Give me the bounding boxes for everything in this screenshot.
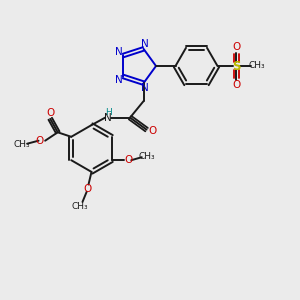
Text: CH₃: CH₃ <box>139 152 155 161</box>
Text: O: O <box>125 154 133 165</box>
Text: O: O <box>148 126 157 136</box>
Text: O: O <box>232 80 241 90</box>
Text: S: S <box>232 59 241 73</box>
Text: H: H <box>105 108 112 117</box>
Text: N: N <box>116 75 123 85</box>
Text: CH₃: CH₃ <box>248 61 265 70</box>
Text: N: N <box>141 83 149 93</box>
Text: N: N <box>141 39 149 49</box>
Text: N: N <box>116 47 123 57</box>
Text: CH₃: CH₃ <box>72 202 88 211</box>
Text: O: O <box>46 108 54 118</box>
Text: N: N <box>104 112 112 123</box>
Text: O: O <box>232 42 241 52</box>
Text: CH₃: CH₃ <box>14 140 30 149</box>
Text: O: O <box>84 184 92 194</box>
Text: O: O <box>36 136 44 146</box>
